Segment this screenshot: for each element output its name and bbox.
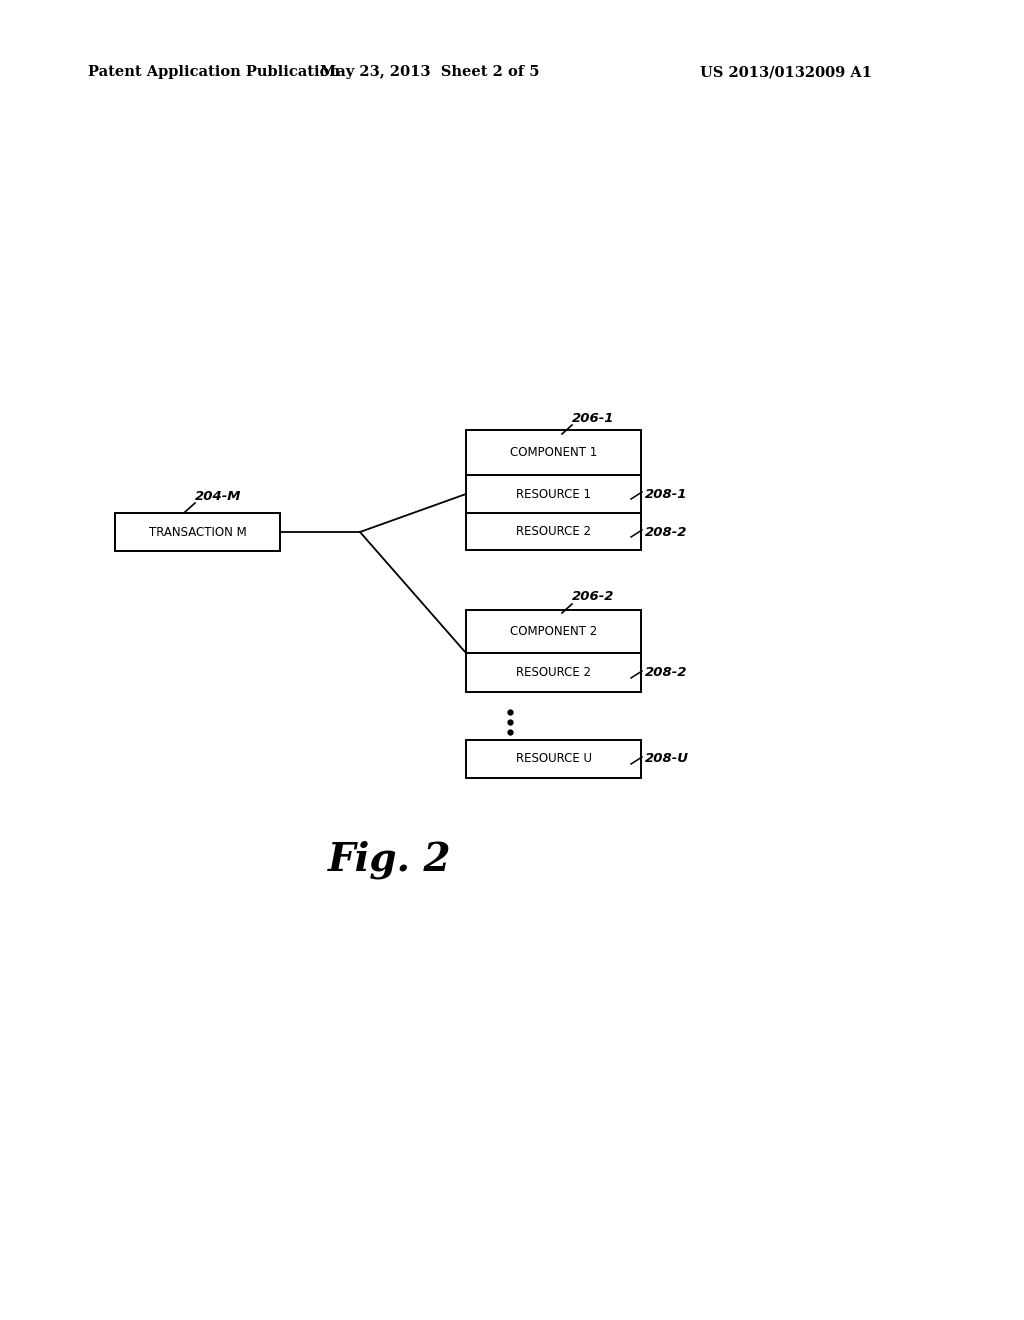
Text: 204-M: 204-M bbox=[195, 491, 242, 503]
Bar bbox=[466, 741, 641, 777]
Text: RESOURCE 1: RESOURCE 1 bbox=[516, 487, 591, 500]
Text: May 23, 2013  Sheet 2 of 5: May 23, 2013 Sheet 2 of 5 bbox=[321, 65, 540, 79]
Text: TRANSACTION M: TRANSACTION M bbox=[148, 525, 247, 539]
Text: 206-1: 206-1 bbox=[572, 412, 614, 425]
Text: COMPONENT 1: COMPONENT 1 bbox=[510, 446, 597, 459]
Bar bbox=[115, 513, 280, 550]
Text: 208-2: 208-2 bbox=[645, 525, 687, 539]
Bar bbox=[466, 430, 641, 550]
Text: 208-1: 208-1 bbox=[645, 487, 687, 500]
Text: Patent Application Publication: Patent Application Publication bbox=[88, 65, 340, 79]
Text: Fig. 2: Fig. 2 bbox=[329, 841, 452, 879]
Text: RESOURCE 2: RESOURCE 2 bbox=[516, 667, 591, 678]
Text: COMPONENT 2: COMPONENT 2 bbox=[510, 624, 597, 638]
Bar bbox=[466, 610, 641, 692]
Text: US 2013/0132009 A1: US 2013/0132009 A1 bbox=[700, 65, 872, 79]
Text: RESOURCE 2: RESOURCE 2 bbox=[516, 525, 591, 539]
Text: 206-2: 206-2 bbox=[572, 590, 614, 603]
Text: 208-U: 208-U bbox=[645, 752, 689, 766]
Text: RESOURCE U: RESOURCE U bbox=[515, 752, 592, 766]
Text: 208-2: 208-2 bbox=[645, 667, 687, 680]
